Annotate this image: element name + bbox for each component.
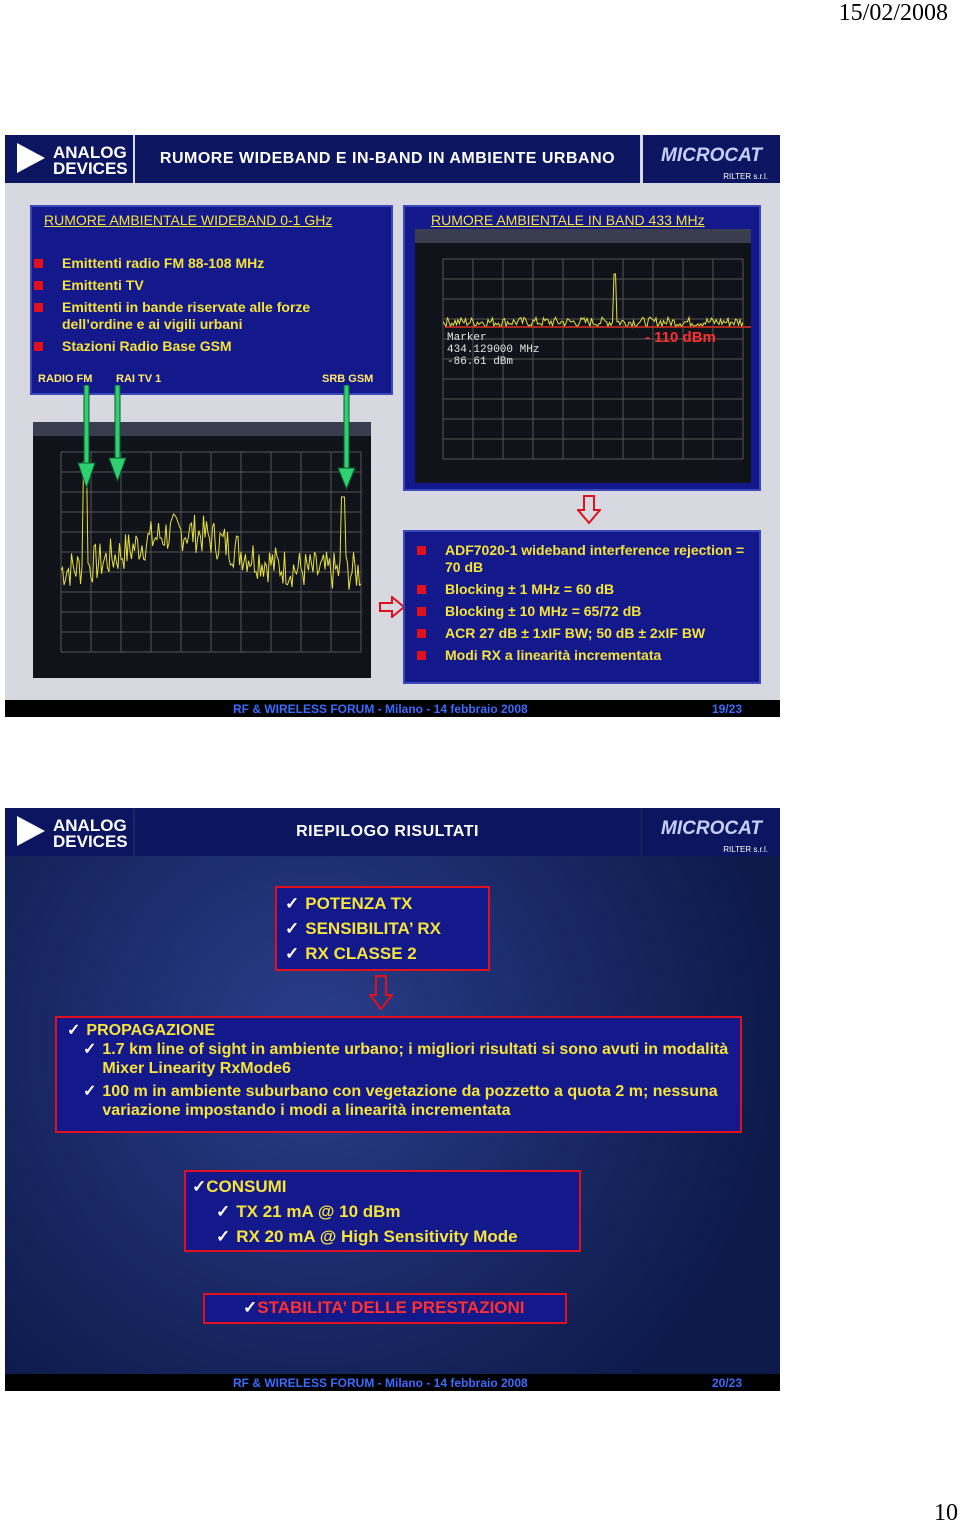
item-list: ✓ TX 21 mA @ 10 dBm ✓ RX 20 mA @ High Sensi… [192,1199,579,1249]
arrows [77,385,356,490]
annotation: - 110 dBm [645,329,716,346]
logo-sub: RILTER s.r.l. [723,172,768,181]
panel-heading: RUMORE AMBIENTALE WIDEBAND 0-1 GHz [44,212,333,228]
item-text: POTENZA TX [305,894,413,913]
check-item: ✓ 100 m in ambiente suburbano con vegetaz… [83,1082,740,1120]
heading-text: CONSUMI [206,1177,287,1196]
check-item: ✓ 1.7 km line of sight in ambiente urbano… [83,1040,740,1078]
spec-item: ACR 27 dB ± 1xIF BW; 50 dB ± 2xIF BW [415,625,755,642]
check-icon: ✓ [216,1227,231,1246]
logo-left: ANALOG DEVICES [5,808,133,856]
item-text: TX 21 mA @ 10 dBm [236,1202,401,1221]
footer: RF & WIRELESS FORUM - Milano - 14 febbra… [5,1374,780,1391]
footer-text: RF & WIRELESS FORUM - Milano - 14 febbra… [233,1376,528,1390]
bullet: Emittenti TV [32,277,362,294]
marker-label: Marker [447,332,487,344]
check-icon: ✓ [83,1041,97,1058]
item-text: RX CLASSE 2 [305,944,417,963]
check-icon: ✓ [285,944,300,963]
right-arrow [379,596,405,618]
down-arrow [577,495,601,525]
box-heading: ✓CONSUMI [192,1177,287,1196]
slide-title: RIEPILOGO RISULTATI [135,808,640,856]
box-checklist: ✓ POTENZA TX ✓ SENSIBILITA’ RX ✓ RX CLASSE 2 [275,886,490,971]
slide-title: RUMORE WIDEBAND E IN-BAND IN AMBIENTE UR… [135,135,640,183]
check-item: ✓ TX 21 mA @ 10 dBm [216,1199,579,1224]
slide: ANALOG DEVICES RUMORE WIDEBAND E IN-BAND… [5,135,780,717]
slide: ANALOG DEVICES RIEPILOGO RISULTATI MICRO… [5,808,780,1391]
page-number: 10 [934,1500,958,1526]
check-icon: ✓ [216,1202,231,1221]
spec-item: ADF7020-1 wideband interference rejectio… [415,542,755,576]
item-list: ✓ 1.7 km line of sight in ambiente urbano… [67,1040,740,1120]
right-panel: RUMORE AMBIENTALE IN BAND 433 MHz Marker… [403,205,761,491]
marker-level: -86.61 dBm [447,356,514,368]
item-text: 100 m in ambiente suburbano con vegetazi… [102,1083,718,1119]
bullet: Stazioni Radio Base GSM [32,338,362,355]
marker-label: SRB GSM [322,373,374,385]
slide-number: 20/23 [712,1376,743,1390]
spectrum-inband [415,229,751,483]
date: 15/02/2008 [838,0,948,26]
check-icon: ✓ [285,894,300,913]
check-icon: ✓ [83,1083,97,1100]
slide-number: 19/23 [712,702,743,716]
bullet-list: Emittenti radio FM 88-108 MHz Emittenti T… [32,255,362,360]
bullet: Emittenti radio FM 88-108 MHz [32,255,362,272]
footer-text: RF & WIRELESS FORUM - Milano - 14 febbra… [233,702,528,716]
marker-label: RAI TV 1 [116,373,162,385]
item-text: SENSIBILITA’ RX [305,919,441,938]
logo-right: MICROCAT RILTER s.r.l. [643,135,780,183]
check-item: ✓ RX 20 mA @ High Sensitivity Mode [216,1224,579,1249]
item-text: RX 20 mA @ High Sensitivity Mode [236,1227,518,1246]
heading-text: PROPAGAZIONE [86,1022,216,1039]
box-stability: ✓STABILITA’ DELLE PRESTAZIONI [203,1293,567,1324]
logo-sub: RILTER s.r.l. [723,845,768,854]
stability-text: STABILITA’ DELLE PRESTAZIONI [257,1298,525,1317]
left-panel: RUMORE AMBIENTALE WIDEBAND 0-1 GHz Emitt… [30,205,393,395]
check-icon: ✓ [285,919,300,938]
box-propagation: ✓ PROPAGAZIONE ✓ 1.7 km line of sight in a… [55,1016,742,1133]
down-arrow [369,975,393,1011]
box-consumption: ✓CONSUMI ✓ TX 21 mA @ 10 dBm ✓ RX 20 mA @ H… [184,1170,581,1252]
spec-list: ADF7020-1 wideband interference rejectio… [415,542,755,669]
logo-left: ANALOG DEVICES [5,135,133,183]
spec-item: Modi RX a linearità incrementata [415,647,755,664]
specs-panel: ADF7020-1 wideband interference rejectio… [403,530,761,684]
check-item: ✓ SENSIBILITA’ RX [285,916,488,941]
check-item: ✓ RX CLASSE 2 [285,941,488,966]
marker-label: RADIO FM [38,373,93,385]
logo-text: MICROCAT [661,818,762,839]
marker-freq: 434.129000 MHz [447,344,540,356]
marker-readout: Marker 434.129000 MHz -86.61 dBm [447,332,539,368]
logo-right: MICROCAT RILTER s.r.l. [643,808,780,856]
footer: RF & WIRELESS FORUM - Milano - 14 febbra… [5,700,780,717]
spec-item: Blocking ± 10 MHz = 65/72 dB [415,603,755,620]
panel-heading: RUMORE AMBIENTALE IN BAND 433 MHz [431,212,705,228]
item-text: 1.7 km line of sight in ambiente urbano;… [102,1041,729,1077]
box-heading: ✓ PROPAGAZIONE [67,1022,216,1039]
bullet: Emittenti in bande riservate alle forze … [32,299,362,333]
logo-text: MICROCAT [661,145,762,166]
spec-item: Blocking ± 1 MHz = 60 dB [415,581,755,598]
check-item: ✓ POTENZA TX [285,891,488,916]
